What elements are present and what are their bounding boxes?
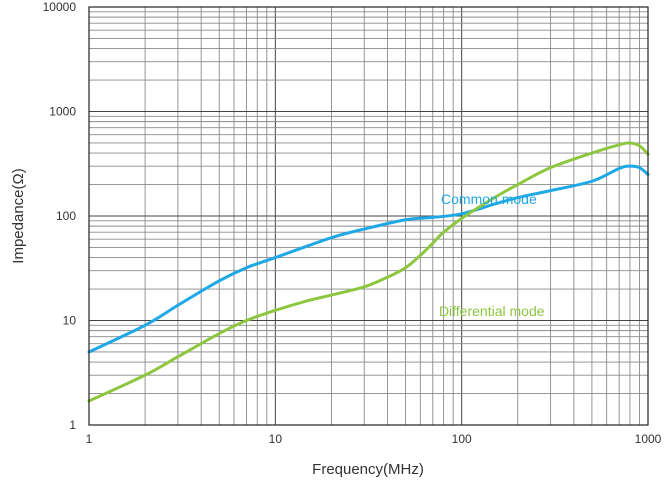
series-annotations: Common mode Differential mode <box>439 191 545 319</box>
plot-frame <box>88 6 649 426</box>
y-tick-label: 10 <box>63 314 77 328</box>
differential-mode-label: Differential mode <box>439 303 545 319</box>
y-tick-label: 100 <box>56 209 76 223</box>
x-axis-label: Frequency(MHz) <box>312 461 424 478</box>
common-mode-label: Common mode <box>441 191 537 207</box>
tick-labels: 1 10 100 1000 1 10 100 1000 10000 <box>43 0 662 446</box>
y-tick-label: 10000 <box>43 0 77 14</box>
x-tick-label: 1000 <box>635 432 662 446</box>
series-group <box>87 141 650 403</box>
y-tick-label: 1000 <box>49 105 76 119</box>
differential-mode-line <box>87 141 650 403</box>
y-tick-label: 1 <box>69 418 76 432</box>
y-axis-label: Impedance(Ω) <box>10 168 27 263</box>
x-tick-label: 100 <box>452 432 472 446</box>
x-tick-label: 1 <box>86 432 93 446</box>
common-mode-line <box>87 164 650 354</box>
x-tick-label: 10 <box>269 432 283 446</box>
grid <box>88 7 648 426</box>
